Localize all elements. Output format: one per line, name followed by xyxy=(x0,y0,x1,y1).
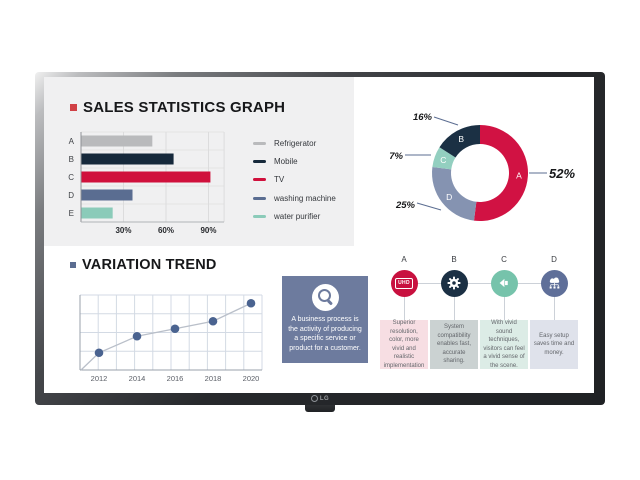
legend-item: Mobile xyxy=(253,152,336,170)
bar-E xyxy=(81,207,113,219)
bar-category-label: D xyxy=(68,191,74,200)
bar-tick-label: 90% xyxy=(200,226,216,235)
legend-label: Refrigerator xyxy=(274,138,317,148)
step-description-box: Easy setup saves time and money. xyxy=(530,320,578,369)
red-bullet-icon xyxy=(70,104,77,111)
step-c: C With vivid sound techniques, visitors c… xyxy=(480,255,528,369)
lg-logo: LG xyxy=(35,394,605,403)
donut-slice-label: B xyxy=(458,134,464,144)
legend-item: washing machine xyxy=(253,189,336,207)
trend-year-label: 2012 xyxy=(91,374,108,383)
donut-chart: A 52% D 25% C 7% B 16% xyxy=(389,112,575,221)
bar-A xyxy=(81,135,153,147)
trend-point xyxy=(246,298,256,308)
legend-dash-icon xyxy=(253,159,266,163)
step-description-box: With vivid sound techniques, visitors ca… xyxy=(480,320,528,369)
trend-section-title: VARIATION TREND xyxy=(70,257,217,273)
bar-tick-label: 30% xyxy=(115,226,131,235)
step-stub-line xyxy=(453,297,455,320)
bar-category-label: B xyxy=(69,155,74,164)
step-letter: C xyxy=(501,255,507,264)
bar-tick-label: 60% xyxy=(158,226,174,235)
donut-slice-C xyxy=(432,147,456,170)
lg-logo-text: LG xyxy=(319,395,330,402)
magnifier-icon xyxy=(311,284,339,311)
trend-year-label: 2020 xyxy=(243,374,260,383)
trend-year-label: 2016 xyxy=(167,374,184,383)
bar-B xyxy=(81,153,174,165)
legend-item: water purifier xyxy=(253,207,336,225)
legend-dash-icon xyxy=(253,214,266,218)
info-box: A business process is the activity of pr… xyxy=(282,276,368,363)
sales-title-text: SALES STATISTICS GRAPH xyxy=(83,99,286,116)
donut-slice-A xyxy=(473,125,528,221)
step-letter: A xyxy=(401,255,407,264)
step-description-box: Superior resolution, color, more vivid a… xyxy=(380,320,428,369)
step-circle-d xyxy=(540,269,568,297)
step-circle-b xyxy=(440,269,468,297)
trend-point xyxy=(132,331,142,341)
donut-slice-D xyxy=(432,166,477,221)
trend-year-label: 2018 xyxy=(205,374,222,383)
step-d: D Easy setup saves time and money. xyxy=(530,255,578,369)
sales-section-title: SALES STATISTICS GRAPH xyxy=(70,99,285,116)
trend-point xyxy=(94,348,104,358)
legend-label: water purifier xyxy=(274,211,321,221)
donut-callout-label: 25% xyxy=(395,200,416,211)
monitor-bezel: SALES STATISTICS GRAPH A B C D E 30% 60% 90% Re… xyxy=(35,72,605,412)
step-stub-line xyxy=(403,297,405,320)
legend-label: TV xyxy=(274,175,285,185)
speaker-icon xyxy=(499,278,508,288)
step-a: A UHD Superior resolution, color, more viv… xyxy=(380,255,428,369)
legend-label: Mobile xyxy=(274,156,298,166)
step-stub-line xyxy=(503,297,505,320)
step-description-box: System compatibility enables fast, accur… xyxy=(430,320,478,369)
step-circle-c xyxy=(490,269,518,297)
legend-dash-icon xyxy=(253,196,266,200)
donut-slice-label: A xyxy=(516,170,522,180)
donut-slice-label: D xyxy=(446,192,452,202)
donut-callout-label: 52% xyxy=(549,166,575,181)
trend-year-label: 2014 xyxy=(129,374,146,383)
step-letter: B xyxy=(451,255,457,264)
legend-dash-icon xyxy=(253,141,266,145)
step-connector-line xyxy=(404,282,554,284)
line-chart: 2012 2014 2016 2018 2020 xyxy=(79,294,263,383)
lg-symbol-icon xyxy=(310,395,318,402)
step-b: B System compatibility enables fast, accu… xyxy=(430,255,478,369)
cloud-network-icon xyxy=(549,277,559,289)
process-steps: A UHD Superior resolution, color, more viv… xyxy=(378,255,582,373)
legend-label: washing machine xyxy=(274,193,336,203)
slate-bullet-icon xyxy=(70,262,76,268)
step-circle-a: UHD xyxy=(390,269,418,297)
bar-chart-legend: Refrigerator Mobile TV washing machine water… xyxy=(253,134,336,225)
legend-item: Refrigerator xyxy=(253,134,336,152)
bar-D xyxy=(81,189,133,201)
uhd-badge-icon: UHD xyxy=(394,277,414,289)
bar-C xyxy=(81,171,211,183)
trend-title-text: VARIATION TREND xyxy=(82,257,217,273)
donut-slice-label: C xyxy=(440,155,446,165)
donut-callout-label: 16% xyxy=(413,112,433,123)
step-letter: D xyxy=(551,255,557,264)
trend-point xyxy=(208,316,218,326)
bar-category-label: C xyxy=(68,173,74,182)
gear-icon xyxy=(447,276,461,290)
step-stub-line xyxy=(553,297,555,320)
info-box-text: A business process is the activity of pr… xyxy=(288,316,362,352)
legend-dash-icon xyxy=(253,178,266,182)
legend-item: TV xyxy=(253,171,336,189)
stand-mount-tab xyxy=(305,405,335,412)
donut-slice-B xyxy=(439,125,480,158)
monitor-screen: SALES STATISTICS GRAPH A B C D E 30% 60% 90% Re… xyxy=(44,77,594,393)
donut-callout-label: 7% xyxy=(389,151,403,162)
bar-category-label: E xyxy=(69,209,74,218)
bar-category-label: A xyxy=(69,137,75,146)
trend-point xyxy=(170,324,180,334)
